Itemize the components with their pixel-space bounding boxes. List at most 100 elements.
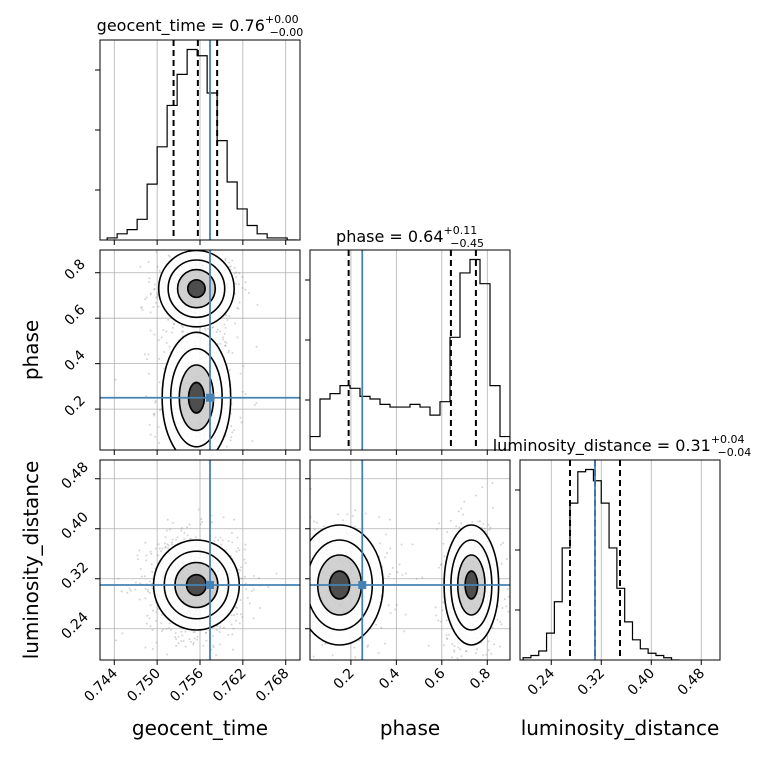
joint-geocent-time-vs-phase-point (153, 288, 156, 291)
joint-phase-vs-luminosity-distance-point (411, 543, 414, 546)
joint-phase-vs-luminosity-distance-point (297, 571, 299, 573)
joint-phase-vs-luminosity-distance-point (303, 598, 305, 600)
joint-geocent-time-vs-luminosity-distance-point (134, 581, 137, 584)
joint-phase-vs-luminosity-distance-point (437, 619, 440, 622)
joint-phase-vs-luminosity-distance-point (438, 522, 441, 525)
joint-geocent-time-vs-luminosity-distance-point (193, 630, 196, 633)
joint-geocent-time-vs-phase-truth-marker (206, 393, 214, 402)
joint-phase-vs-luminosity-distance-point (489, 526, 492, 529)
joint-geocent-time-vs-phase-point (224, 344, 227, 347)
joint-geocent-time-vs-phase-ytick-label-1: 0.4 (62, 347, 89, 374)
hist-luminosity-distance-xtick-label-2: 0.40 (625, 666, 658, 699)
joint-geocent-time-vs-luminosity-distance-point (171, 538, 174, 541)
joint-geocent-time-vs-luminosity-distance-point (243, 548, 246, 551)
joint-geocent-time-vs-phase-point (168, 345, 171, 348)
hist-geocent-time-panel (95, 39, 301, 245)
joint-geocent-time-vs-luminosity-distance-point (202, 644, 205, 647)
joint-geocent-time-vs-phase-point (255, 345, 258, 348)
joint-geocent-time-vs-phase-point (216, 328, 219, 331)
joint-phase-vs-luminosity-distance-point (291, 617, 293, 619)
joint-geocent-time-vs-phase-point (201, 243, 203, 245)
joint-phase-vs-luminosity-distance-point (451, 643, 454, 646)
joint-phase-vs-luminosity-distance-point (383, 556, 386, 559)
joint-geocent-time-vs-phase-point (140, 306, 143, 309)
joint-geocent-time-vs-luminosity-distance-point (176, 536, 179, 539)
joint-phase-vs-luminosity-distance-point (445, 637, 448, 640)
title-luminosity-distance-plus: +0.04 (711, 433, 745, 446)
joint-geocent-time-vs-phase-point (187, 241, 189, 243)
joint-phase-vs-luminosity-distance-point (400, 543, 403, 546)
joint-geocent-time-vs-luminosity-distance-point (231, 648, 234, 651)
joint-geocent-time-vs-luminosity-distance-point (145, 554, 148, 557)
joint-geocent-time-vs-luminosity-distance-point (231, 541, 234, 544)
joint-geocent-time-vs-luminosity-distance-point (258, 607, 261, 610)
joint-geocent-time-vs-phase-point (164, 485, 166, 487)
joint-geocent-time-vs-phase-point (176, 247, 178, 249)
joint-geocent-time-vs-luminosity-distance-point (174, 632, 177, 635)
joint-phase-vs-luminosity-distance-point (389, 612, 392, 615)
joint-geocent-time-vs-luminosity-distance-point (149, 550, 152, 553)
joint-geocent-time-vs-phase-point (144, 298, 147, 301)
joint-phase-vs-luminosity-distance-point (301, 663, 303, 665)
joint-phase-vs-luminosity-distance-point (503, 598, 506, 601)
joint-phase-vs-luminosity-distance-point (287, 519, 289, 521)
hist-luminosity-distance-bin-5 (562, 548, 570, 660)
joint-phase-vs-luminosity-distance-point (312, 520, 315, 523)
hist-phase-bin-9 (400, 407, 410, 450)
joint-geocent-time-vs-luminosity-distance-point (252, 617, 255, 620)
joint-phase-vs-luminosity-distance-point (465, 650, 468, 653)
joint-phase-vs-luminosity-distance-xtick-label-1: 0.4 (376, 665, 403, 692)
joint-geocent-time-vs-luminosity-distance-point (192, 641, 195, 644)
joint-geocent-time-vs-luminosity-distance-density (100, 460, 300, 660)
joint-geocent-time-vs-luminosity-distance-point (239, 598, 242, 601)
joint-phase-vs-luminosity-distance-point (303, 580, 305, 582)
joint-geocent-time-vs-phase-point (215, 330, 218, 333)
joint-phase-vs-luminosity-distance-point (404, 613, 407, 616)
joint-phase-vs-luminosity-distance-point (296, 576, 298, 578)
joint-phase-vs-luminosity-distance-point (449, 519, 452, 522)
joint-geocent-time-vs-luminosity-distance-point (231, 633, 234, 636)
joint-geocent-time-vs-luminosity-distance-point (200, 518, 203, 521)
title-phase-plus: +0.11 (444, 224, 478, 237)
joint-geocent-time-vs-luminosity-distance-point (160, 614, 163, 617)
joint-phase-vs-luminosity-distance-point (457, 510, 460, 513)
joint-phase-vs-luminosity-distance-point (453, 649, 456, 652)
joint-geocent-time-vs-luminosity-distance-point (245, 588, 248, 591)
joint-phase-vs-luminosity-distance-point (502, 541, 505, 544)
joint-geocent-time-vs-luminosity-distance-point (164, 546, 167, 549)
joint-geocent-time-vs-phase-point (214, 497, 216, 499)
joint-geocent-time-vs-luminosity-distance-point (161, 547, 164, 550)
joint-geocent-time-vs-luminosity-distance-point (197, 508, 200, 511)
joint-phase-vs-luminosity-distance-point (303, 575, 305, 577)
joint-geocent-time-vs-luminosity-distance-point (230, 623, 233, 626)
hist-phase-bin-13 (440, 402, 450, 450)
hist-geocent-time-bin-10 (207, 93, 217, 240)
joint-phase-vs-luminosity-distance-point (445, 619, 448, 622)
joint-phase-vs-luminosity-distance-point (460, 655, 463, 658)
joint-phase-vs-luminosity-distance-point (307, 622, 309, 624)
joint-phase-vs-luminosity-distance-point (307, 551, 309, 553)
hist-phase-bin-6 (370, 399, 380, 450)
joint-geocent-time-vs-phase-panel: 0.2 0.4 0.6 0.8 (62, 241, 301, 499)
joint-geocent-time-vs-phase-point (147, 353, 150, 356)
joint-phase-vs-luminosity-distance-point (336, 513, 339, 516)
hist-geocent-time-bin-1 (117, 234, 127, 240)
joint-geocent-time-vs-luminosity-distance-point (144, 587, 147, 590)
hist-geocent-time-bin-3 (137, 219, 147, 240)
joint-phase-vs-luminosity-distance-point (398, 563, 401, 566)
joint-geocent-time-vs-phase-point (153, 412, 156, 415)
joint-geocent-time-vs-luminosity-distance-point (147, 590, 150, 593)
joint-geocent-time-vs-luminosity-distance-point (129, 589, 132, 592)
joint-geocent-time-vs-phase-point (181, 330, 184, 333)
joint-geocent-time-vs-luminosity-distance-point (177, 642, 180, 645)
joint-geocent-time-vs-luminosity-distance-point (145, 622, 148, 625)
joint-phase-vs-luminosity-distance-xtick-label-3: 0.8 (467, 666, 494, 693)
joint-geocent-time-vs-phase-point (143, 353, 146, 356)
joint-phase-vs-luminosity-distance-point (364, 512, 367, 515)
joint-geocent-time-vs-luminosity-distance-point (160, 550, 163, 553)
joint-geocent-time-vs-luminosity-distance-point (149, 580, 152, 583)
joint-geocent-time-vs-phase-point (223, 323, 226, 326)
joint-phase-vs-luminosity-distance-point (507, 610, 510, 613)
joint-phase-vs-luminosity-distance-point (261, 644, 263, 646)
